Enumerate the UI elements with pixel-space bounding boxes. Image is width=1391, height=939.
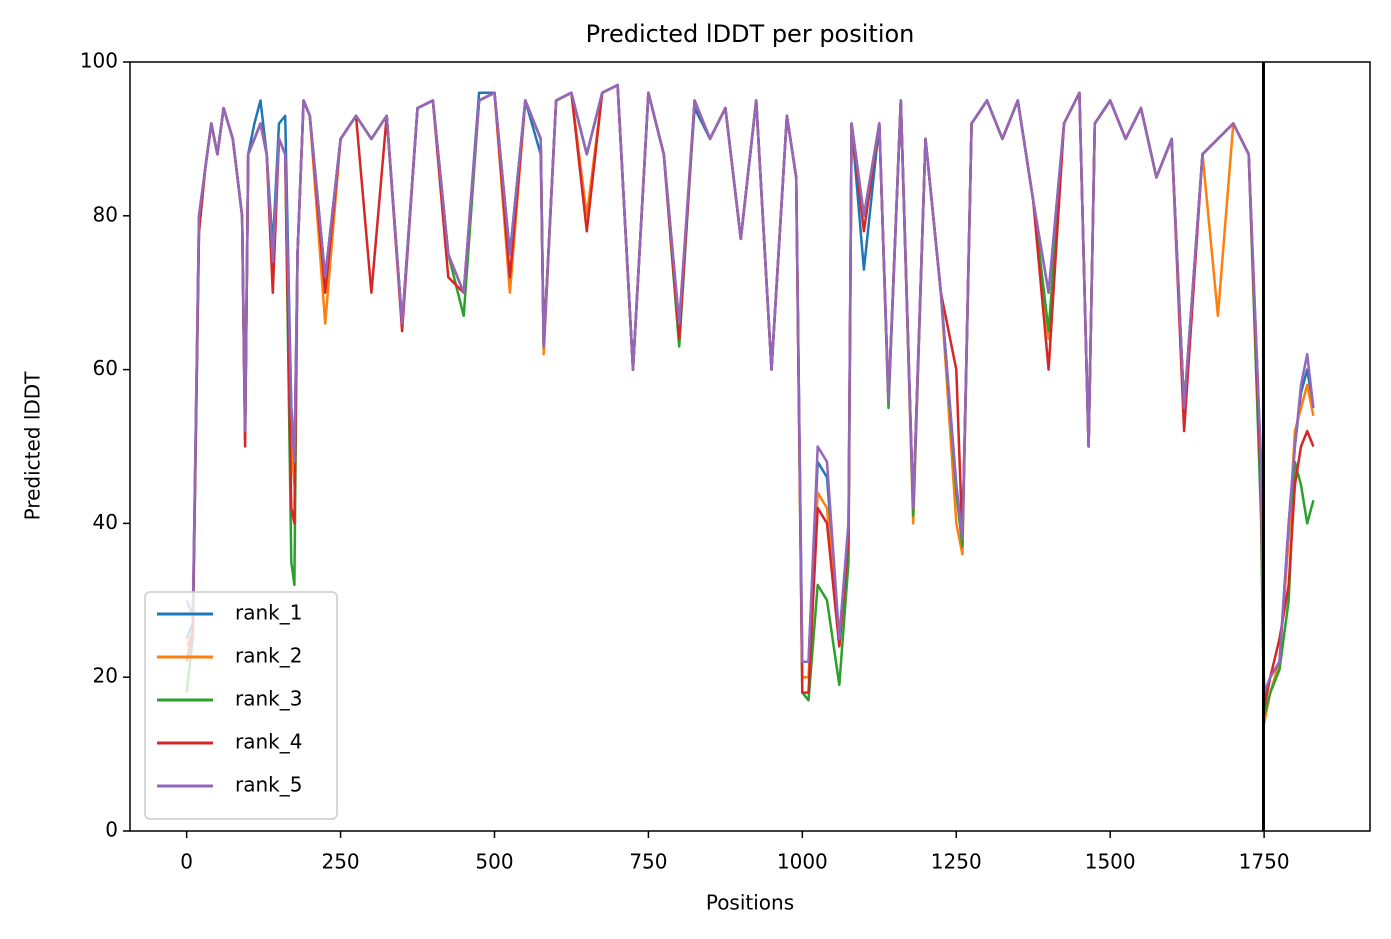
x-tick-label: 1250 bbox=[931, 850, 982, 874]
legend-label: rank_5 bbox=[235, 773, 302, 797]
legend-label: rank_4 bbox=[235, 730, 302, 754]
x-tick-label: 1000 bbox=[777, 850, 828, 874]
legend-box bbox=[144, 591, 338, 820]
y-tick-label: 40 bbox=[93, 510, 118, 534]
series-line bbox=[185, 83, 1315, 725]
y-tick-label: 60 bbox=[93, 356, 118, 380]
legend-label: rank_3 bbox=[235, 687, 302, 711]
y-axis-label: Predicted lDDT bbox=[21, 371, 45, 521]
y-tick-label: 20 bbox=[93, 664, 118, 688]
x-axis-label: Positions bbox=[706, 891, 794, 915]
x-tick-label: 250 bbox=[321, 850, 359, 874]
series-line bbox=[185, 83, 1315, 710]
series-line bbox=[185, 83, 1315, 702]
plot-frame bbox=[129, 61, 1371, 832]
x-tick-label: 750 bbox=[629, 850, 667, 874]
chart-title: Predicted lDDT per position bbox=[586, 20, 915, 48]
legend-label: rank_2 bbox=[235, 644, 302, 668]
y-tick-label: 100 bbox=[80, 49, 118, 73]
x-tick-label: 0 bbox=[180, 850, 193, 874]
x-tick-label: 1500 bbox=[1085, 850, 1136, 874]
series-line bbox=[185, 83, 1315, 694]
x-tick-label: 500 bbox=[475, 850, 513, 874]
y-tick-label: 80 bbox=[93, 202, 118, 226]
legend-label: rank_1 bbox=[235, 601, 302, 625]
x-tick-label: 1750 bbox=[1239, 850, 1290, 874]
series-line bbox=[185, 83, 1315, 717]
y-tick-label: 0 bbox=[105, 818, 118, 842]
